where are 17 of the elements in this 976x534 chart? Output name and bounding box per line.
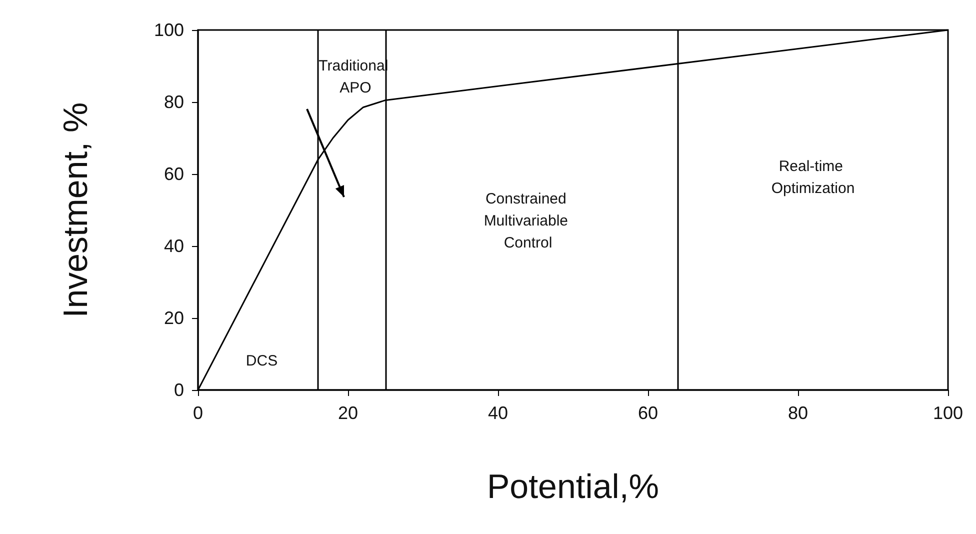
annotation: Constrained Multivariable Control [484,190,572,252]
y-axis-title: Investment, % [57,102,95,318]
y-tick-label: 0 [174,380,184,400]
x-tick-label: 20 [338,403,358,423]
x-tick-label: 40 [488,403,508,423]
annotation: DCS [246,352,278,370]
x-tick-label: 100 [932,403,964,423]
x-tick-label: 0 [192,403,204,423]
y-tick-label: 80 [164,92,184,112]
annotation: Real-time Optimization [771,158,855,198]
y-tick-label: 100 [154,20,184,40]
y-tick-label: 40 [164,236,184,256]
y-tick-label: 60 [164,164,184,184]
x-tick-label: 80 [788,403,808,423]
x-tick-label: 60 [638,403,658,423]
x-axis-title: Potential,% [487,468,659,506]
y-tick-label: 20 [164,308,184,328]
